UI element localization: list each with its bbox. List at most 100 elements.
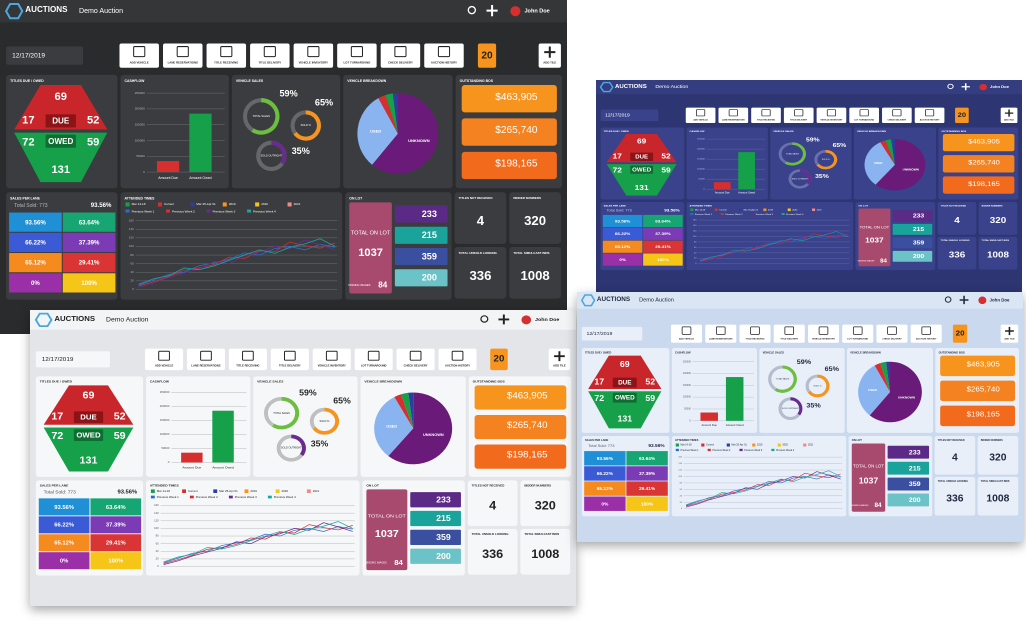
button-icon [200,350,212,361]
y-tick-label: 120 [129,236,134,240]
count-bar [887,461,930,475]
search-icon[interactable] [944,296,952,303]
y-tick-label: 40 [130,270,134,274]
toolbar-button[interactable] [751,107,781,124]
panel-title: ON LOT [349,196,363,200]
add-icon[interactable] [498,314,510,325]
toolbar-button[interactable] [842,324,874,343]
panel [509,192,561,244]
filter-chip [690,208,694,212]
panel [978,202,1018,235]
y-tick-label: 0 [703,189,705,191]
toolbar-button[interactable] [293,43,334,68]
missing-label: MISSING IMAGES [366,562,388,565]
date-picker[interactable] [35,351,110,368]
owed-shape [14,132,108,183]
add-icon[interactable] [959,295,969,305]
button-label: VEHICLE INVENTORY [820,119,843,121]
on-lot-label: TOTAL ON LOT [351,230,391,236]
toolbar-button[interactable] [773,324,805,343]
ring-arc [271,140,287,165]
filter-label: Mar 14-18 [695,209,706,211]
slice-label: UNKNOWN [898,396,916,400]
toolbar-button[interactable] [186,348,225,371]
date-picker[interactable] [6,46,84,65]
legend-swatch [707,448,711,452]
toolbar-button[interactable] [206,43,247,68]
toolbar-button[interactable] [380,43,421,68]
button-icon [761,109,771,117]
date-picker[interactable] [600,109,659,122]
search-icon[interactable] [467,5,477,15]
legend-swatch [189,495,194,499]
toolbar-button[interactable] [119,43,159,68]
toolbar-button[interactable] [914,107,945,124]
button-icon [437,46,451,58]
lane-percent: 0% [619,257,626,262]
count-label: OWED [48,137,73,146]
bos-box [942,176,1015,194]
toolbar-button[interactable] [685,107,716,124]
y-tick-label: 50000 [136,154,145,158]
toolbar-button[interactable] [739,324,771,343]
add-icon[interactable] [486,5,498,17]
toolbar-button[interactable] [424,43,464,68]
toolbar-button[interactable] [849,107,879,124]
panel [454,192,507,244]
toolbar-button[interactable] [882,107,912,124]
bos-amount: $265,740 [507,420,548,430]
bos-box [461,151,557,180]
toolbar-button[interactable] [163,43,203,68]
toolbar-button[interactable] [145,348,184,371]
filter-chip [275,489,280,493]
toolbar-button[interactable] [438,348,477,371]
lane-percent: 37.39% [639,471,656,476]
toolbar-button[interactable] [250,43,290,68]
count: 59 [87,137,99,149]
toolbar-button[interactable] [228,348,267,371]
due-shape [606,133,677,163]
search-icon[interactable] [947,83,954,90]
count: 59 [114,431,126,442]
y-tick-label: 40 [680,495,683,497]
toolbar-button[interactable] [705,324,737,343]
lane-percent: 66.22% [54,523,74,529]
toolbar-button[interactable] [396,348,435,371]
panel-title: CASHFLOW [690,130,706,133]
pie-slice [394,394,414,429]
date-picker[interactable] [581,326,643,341]
toolbar-button[interactable] [807,324,840,343]
toolbar-button[interactable] [670,324,703,343]
panel-title: OUTSTANDING BOS [460,79,494,83]
series-line [163,522,353,565]
add-icon[interactable] [961,83,970,91]
ring-label: SOLD OUTRIGHT [261,154,283,158]
y-tick-label: 100000 [697,169,705,171]
toolbar-button[interactable] [718,107,749,124]
toolbar-button[interactable] [270,348,309,371]
button-icon [242,350,254,361]
dashboard: AUCTIONS Demo Auction John Doe 12/17/2019 AD… [596,80,1022,292]
bos-box [940,355,1016,377]
toolbar-button[interactable] [910,324,942,343]
y-tick-label: 0 [132,287,134,291]
bar [713,182,731,190]
toolbar-button[interactable] [876,324,908,343]
legend-label: Previous Week 3 [744,449,763,452]
lane-cell [643,253,683,266]
panel-title: ON LOT [366,484,379,488]
toolbar-button[interactable] [337,43,377,68]
toolbar-button[interactable] [312,348,351,371]
y-tick-label: 20 [694,258,697,260]
search-icon[interactable] [480,315,489,323]
toolbar-button[interactable] [354,348,393,371]
add-tile-icon [544,46,556,58]
y-tick-label: 80 [694,241,697,243]
y-tick-label: 40 [156,549,160,553]
button-icon [750,326,760,335]
toolbar-button[interactable] [783,107,814,124]
count-label: DUE [635,155,648,160]
toolbar-button[interactable] [816,107,847,124]
button-icon [852,326,863,335]
on-lot-block [349,202,392,294]
